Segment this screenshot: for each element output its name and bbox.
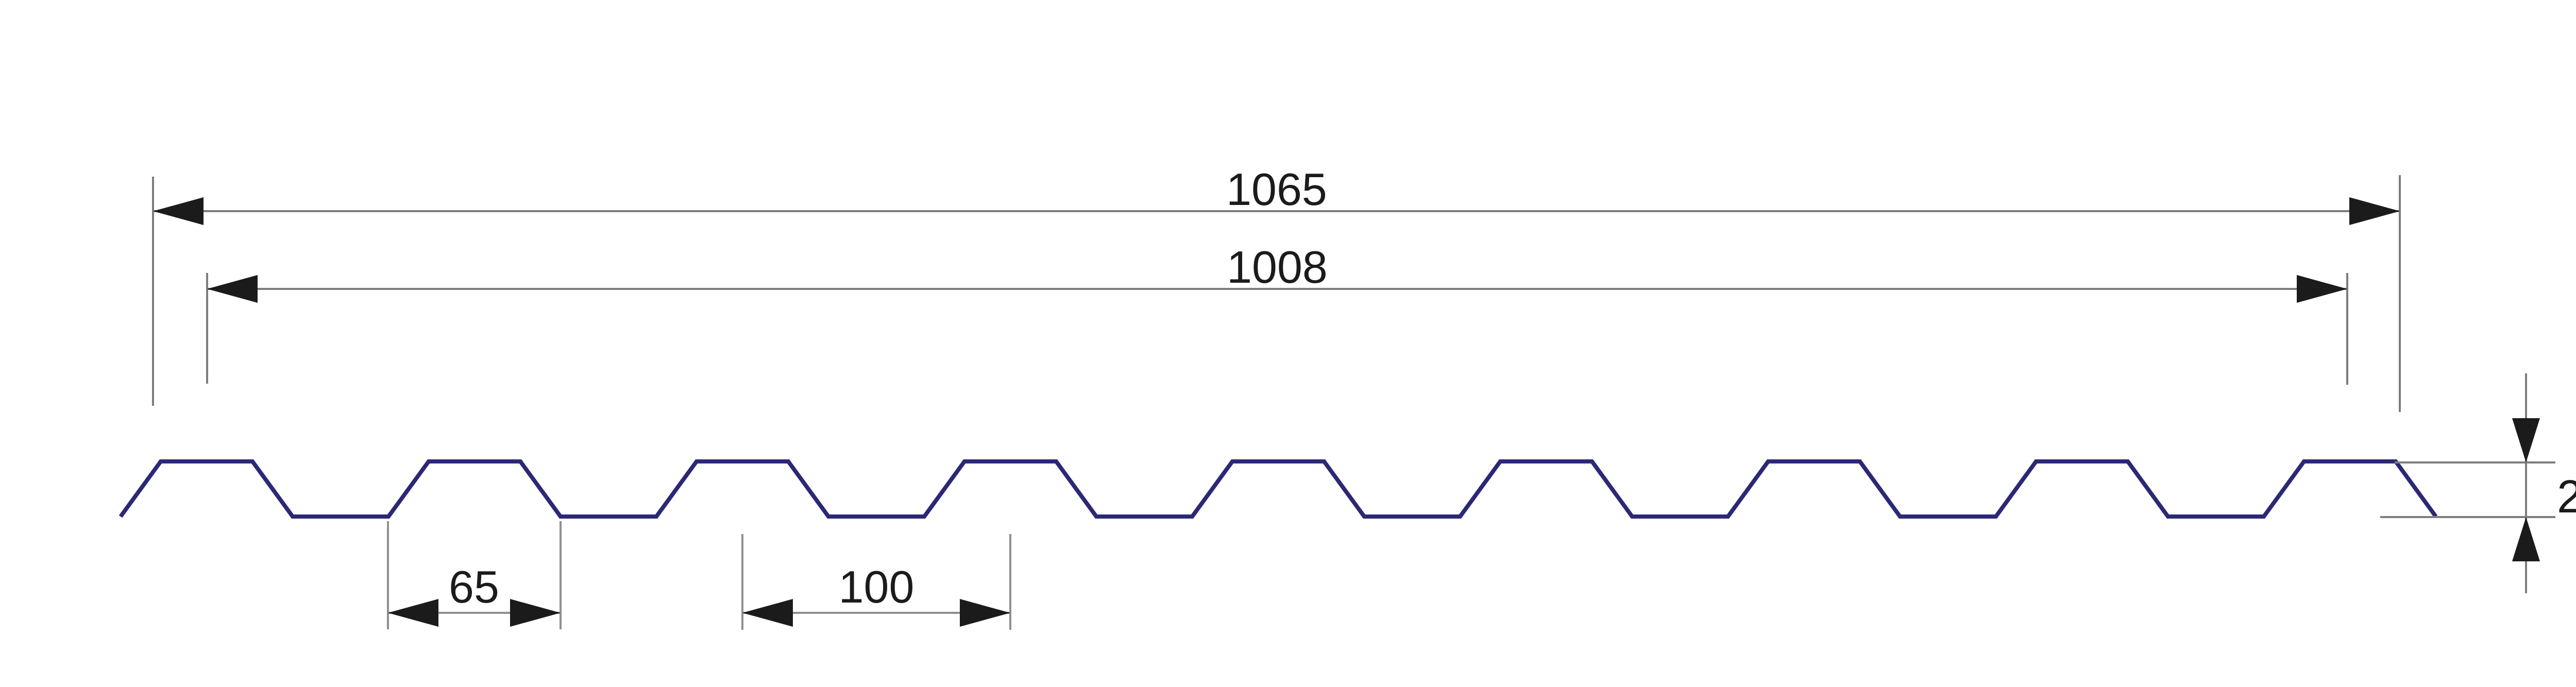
dim-rib-base: 65 bbox=[387, 521, 562, 629]
dim-pitch-label: 100 bbox=[839, 561, 914, 612]
dim-height: 21 мм bbox=[2380, 373, 2576, 593]
dim-height-arrow-up-icon bbox=[2512, 517, 2540, 561]
dim-pitch-arrow-left-icon bbox=[742, 599, 793, 627]
dim-height-label: 21 мм bbox=[2557, 471, 2576, 523]
profile bbox=[118, 459, 2438, 519]
dim-pitch: 100 bbox=[741, 534, 1011, 630]
dim-overall-width: 1065 bbox=[152, 164, 2401, 412]
dim-working-width: 1008 bbox=[206, 242, 2348, 385]
dim-overall-width-label: 1065 bbox=[1226, 164, 1327, 215]
dim-rib-base-label: 65 bbox=[449, 561, 499, 612]
dim-overall-width-arrow-left-icon bbox=[153, 197, 204, 225]
dim-height-arrow-down-icon bbox=[2512, 418, 2540, 462]
dim-working-width-arrow-right-icon bbox=[2297, 275, 2347, 303]
dim-working-width-arrow-left-icon bbox=[207, 275, 258, 303]
dim-rib-base-arrow-right-icon bbox=[510, 599, 561, 627]
profile-outline bbox=[118, 459, 2438, 519]
dim-overall-width-arrow-right-icon bbox=[2349, 197, 2400, 225]
dim-working-width-label: 1008 bbox=[1227, 242, 1328, 293]
dim-pitch-arrow-right-icon bbox=[960, 599, 1010, 627]
dim-rib-base-arrow-left-icon bbox=[388, 599, 438, 627]
